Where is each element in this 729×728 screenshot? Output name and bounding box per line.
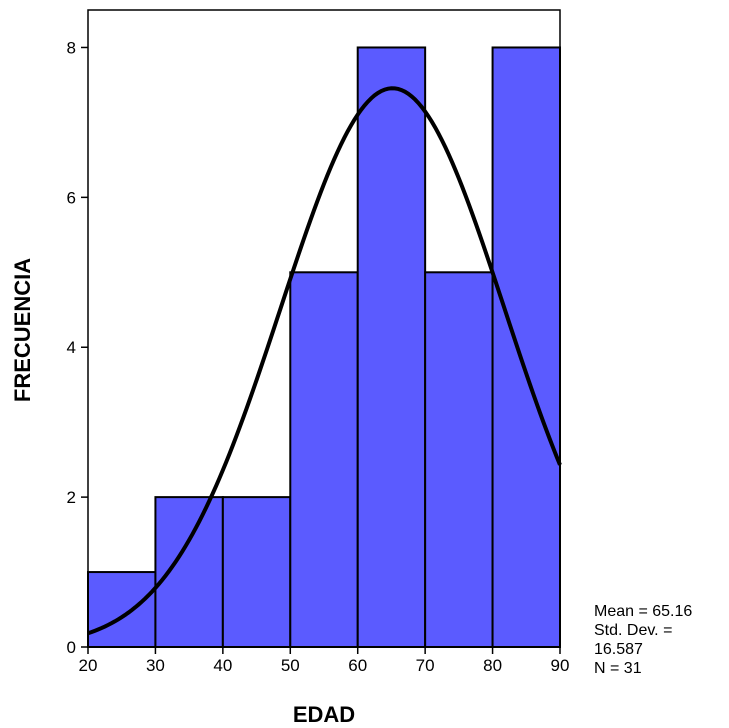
histogram-bar xyxy=(154,496,224,648)
x-tick-label: 80 xyxy=(483,656,502,675)
x-tick-label: 40 xyxy=(213,656,232,675)
y-axis: 0 2 4 6 8 xyxy=(67,38,88,657)
x-axis: 20 30 40 50 60 70 80 90 xyxy=(79,647,570,675)
x-tick-label: 20 xyxy=(79,656,98,675)
x-axis-title: EDAD xyxy=(293,702,355,727)
histogram-bar xyxy=(491,46,562,649)
x-tick-label: 30 xyxy=(146,656,165,675)
y-tick-label: 6 xyxy=(67,188,76,207)
stats-n: N = 31 xyxy=(594,660,642,677)
histogram-bar xyxy=(87,571,157,649)
plot-frame xyxy=(87,9,561,648)
stats-mean: Mean = 65.16 xyxy=(594,603,693,620)
bars-group xyxy=(87,46,562,649)
y-axis-title: FRECUENCIA xyxy=(10,258,35,402)
stats-std-value: 16.587 xyxy=(594,641,643,658)
histogram-bar xyxy=(356,46,427,649)
y-tick-label: 0 xyxy=(67,638,76,657)
y-tick-label: 2 xyxy=(67,488,76,507)
stats-box: Mean = 65.16 Std. Dev. = 16.587 N = 31 xyxy=(594,602,724,678)
x-tick-label: 90 xyxy=(551,656,570,675)
histogram-bar xyxy=(289,271,359,648)
stats-std-label: Std. Dev. = xyxy=(594,622,673,639)
x-tick-label: 60 xyxy=(348,656,367,675)
y-tick-label: 4 xyxy=(67,338,76,357)
x-tick-label: 50 xyxy=(281,656,300,675)
histogram-bar xyxy=(424,271,494,648)
y-tick-label: 8 xyxy=(67,38,76,57)
normal-curve xyxy=(87,86,562,636)
histogram-bar xyxy=(221,496,292,648)
x-tick-label: 70 xyxy=(416,656,435,675)
